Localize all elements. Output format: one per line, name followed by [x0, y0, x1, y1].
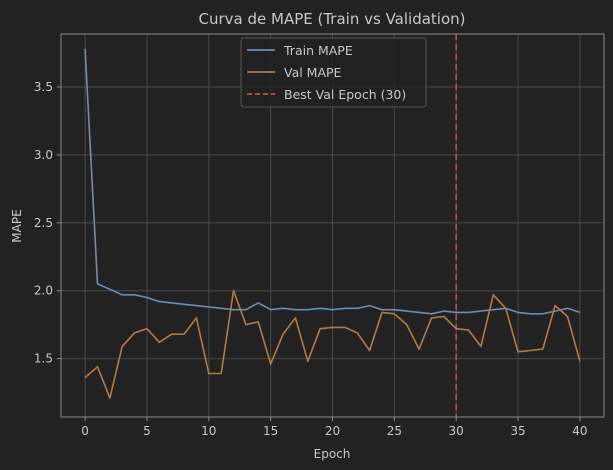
series-lines [84, 48, 581, 399]
y-tick-label: 3.0 [34, 148, 53, 162]
chart-title: Curva de MAPE (Train vs Validation) [199, 10, 466, 28]
x-tick-label: 40 [572, 424, 587, 438]
x-axis-label: Epoch [314, 447, 351, 461]
train-mape-line [84, 48, 581, 315]
y-tick-label: 2.5 [34, 216, 53, 230]
y-axis-label: MAPE [10, 209, 24, 242]
x-tick-label: 15 [263, 424, 278, 438]
x-tick-label: 5 [143, 424, 151, 438]
y-tick-label: 2.0 [34, 284, 53, 298]
x-tick-label: 25 [387, 424, 402, 438]
val-mape-line [84, 289, 581, 399]
legend-box [240, 37, 427, 108]
x-tick-label: 0 [81, 424, 89, 438]
x-tick-label: 35 [510, 424, 525, 438]
x-tick-label: 20 [325, 424, 340, 438]
legend-label-best: Best Val Epoch (30) [284, 87, 406, 102]
legend: Train MAPE Val MAPE Best Val Epoch (30) [240, 37, 427, 108]
y-tick-label: 3.5 [34, 80, 53, 94]
x-tick-label: 10 [201, 424, 216, 438]
x-tick-label: 30 [449, 424, 464, 438]
y-tick-label: 1.5 [34, 352, 53, 366]
legend-label-train: Train MAPE [283, 43, 353, 58]
axis-ticks: 0 5 10 15 20 25 30 35 40 1.5 2.0 2.5 3.0 3.5 [34, 80, 588, 438]
legend-label-val: Val MAPE [284, 65, 342, 80]
